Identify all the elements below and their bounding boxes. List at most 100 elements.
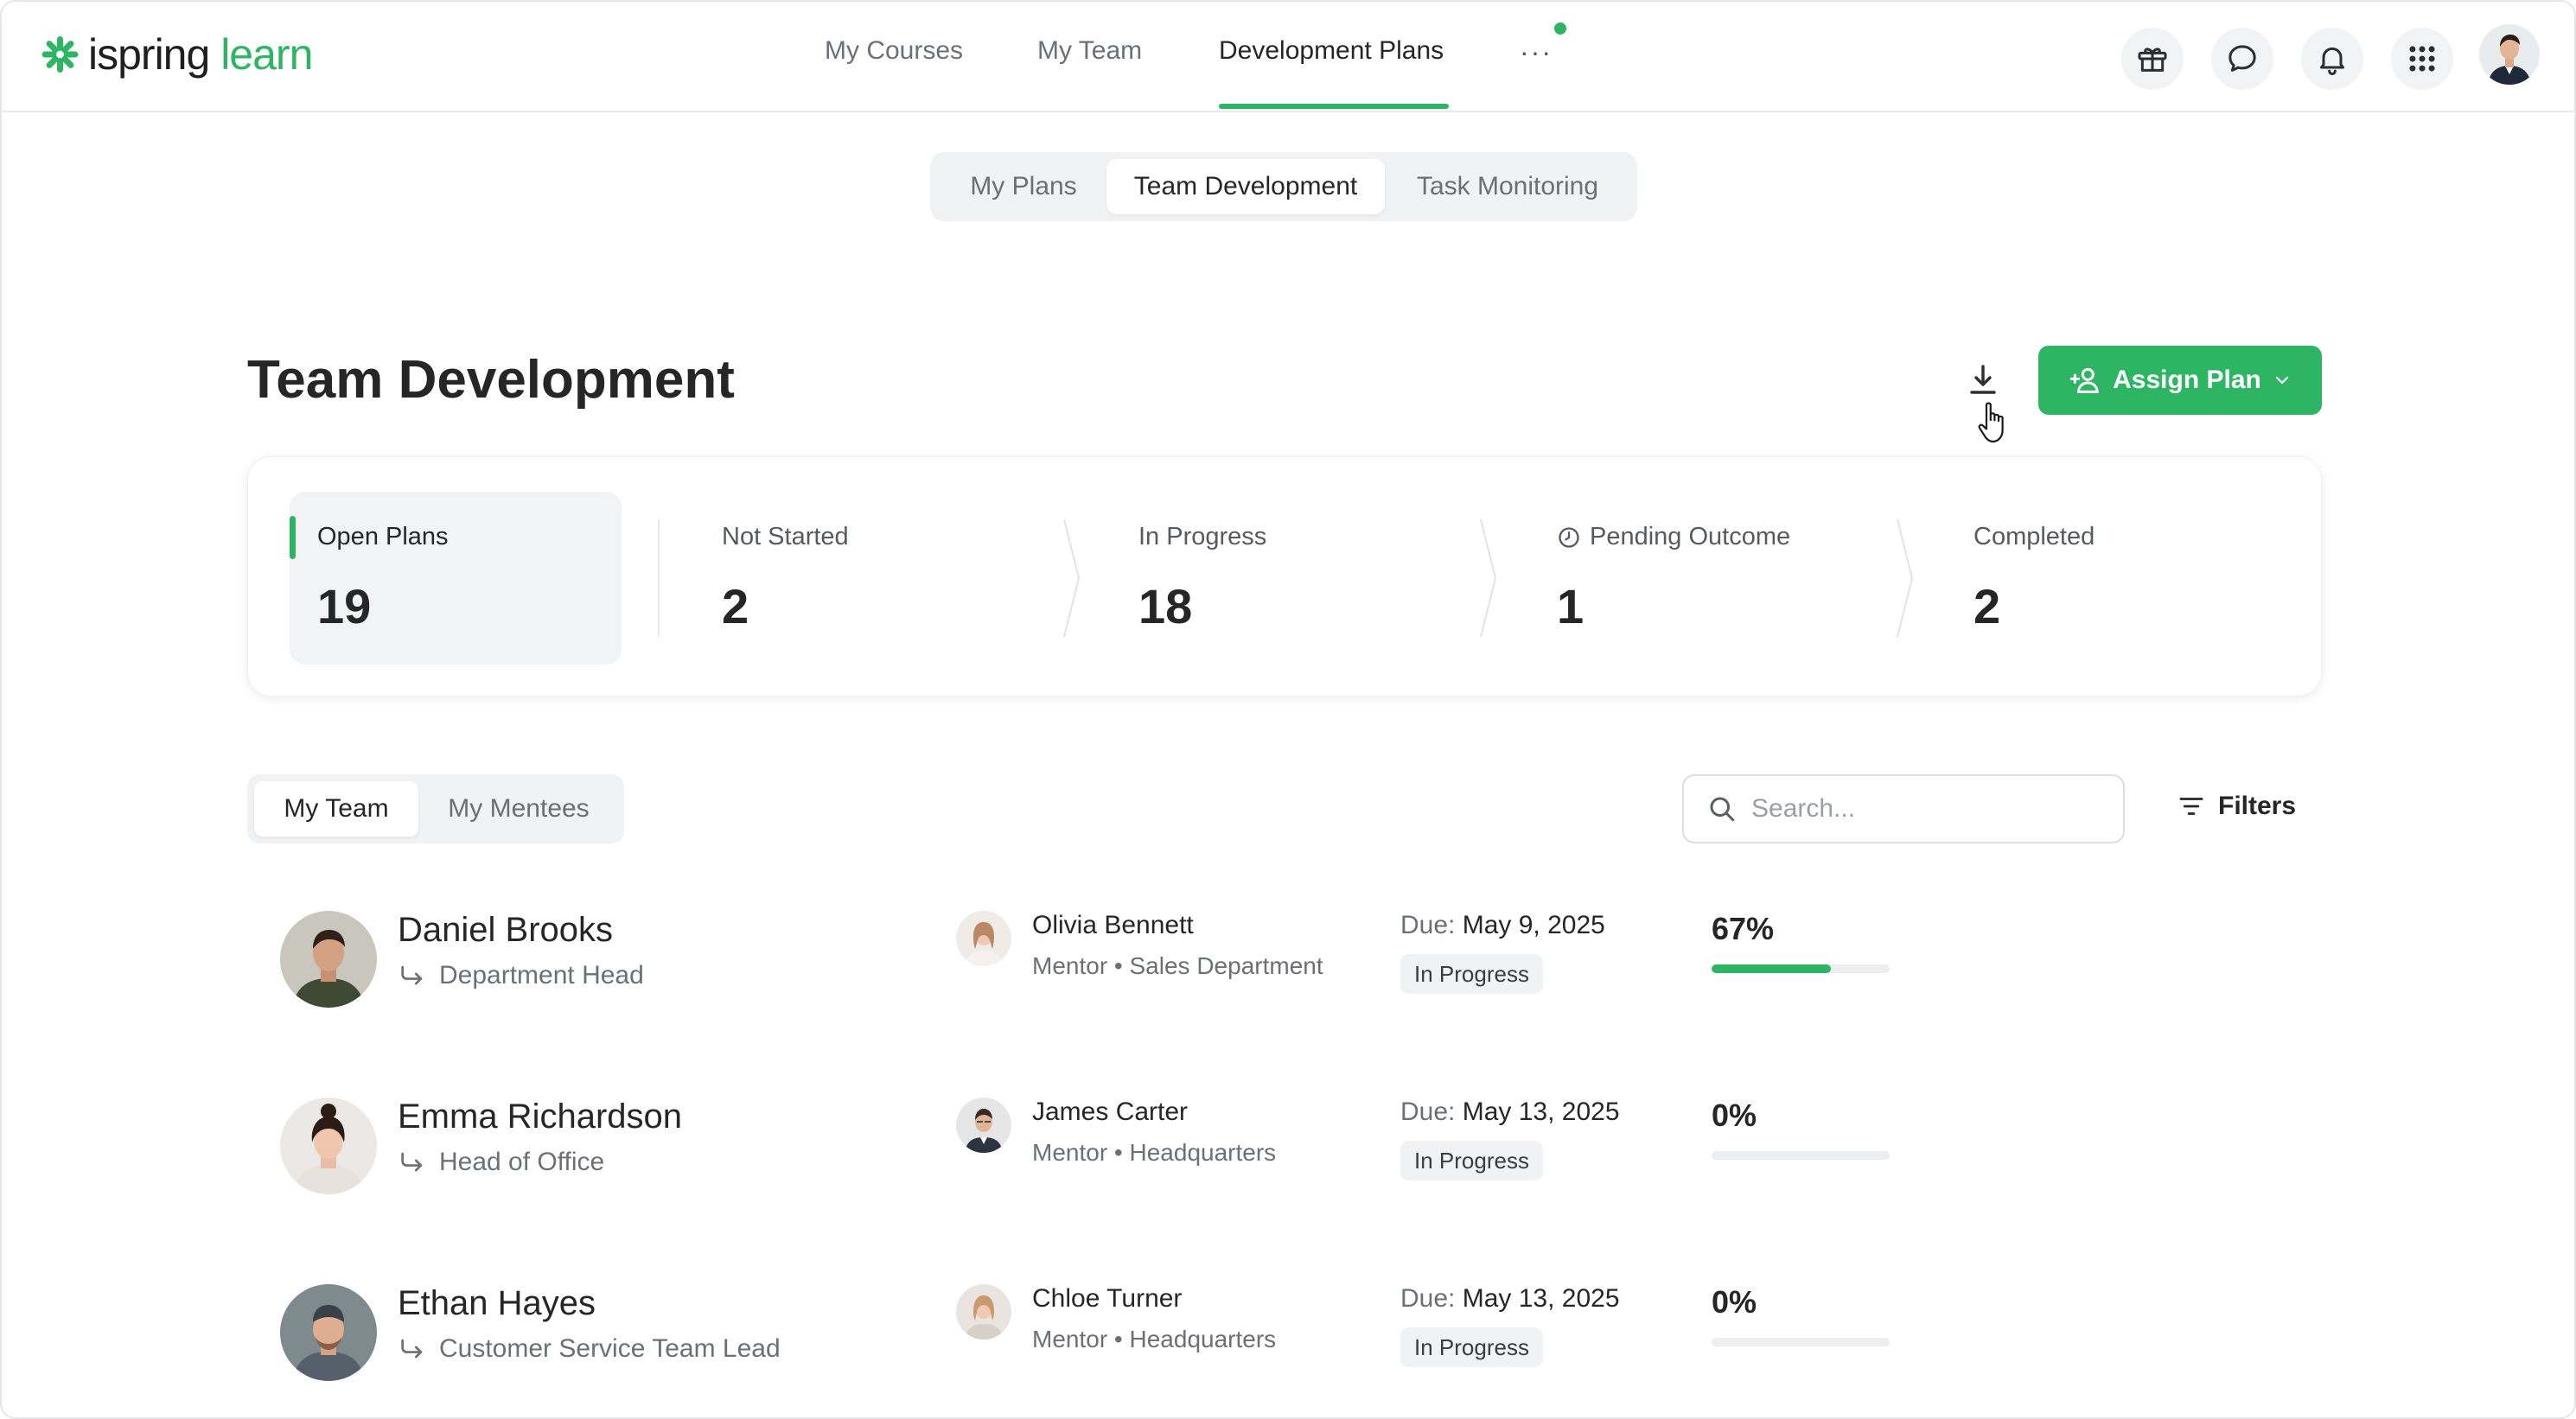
notifications-button[interactable]: [2301, 28, 2363, 90]
due-label: Due:: [1400, 1284, 1456, 1313]
notification-dot: [1554, 22, 1566, 35]
stat-label: Completed: [1973, 523, 2095, 550]
member-name[interactable]: Ethan Hayes: [398, 1284, 596, 1322]
subordinate-arrow-icon: [401, 965, 423, 985]
stat-in-progress[interactable]: In Progress 18: [1138, 492, 1467, 665]
progress-percent: 67%: [1712, 911, 1775, 946]
stat-label: Open Plans: [317, 523, 449, 550]
mentor-details: Mentor • Headquarters: [1032, 1326, 1277, 1352]
gift-button[interactable]: [2121, 28, 2184, 90]
member-avatar: [280, 1098, 377, 1194]
member-name[interactable]: Daniel Brooks: [398, 911, 614, 949]
mentor-avatar: [956, 1098, 1011, 1153]
nav-development-plans[interactable]: Development Plans: [1219, 36, 1444, 65]
stat-value: 2: [1973, 579, 2001, 633]
tab-my-plans[interactable]: My Plans: [970, 172, 1077, 200]
chat-button[interactable]: [2211, 28, 2273, 90]
nav-my-team[interactable]: My Team: [1037, 36, 1143, 65]
user-avatar[interactable]: [2479, 24, 2540, 85]
mentor-details: Mentor • Headquarters: [1032, 1139, 1277, 1166]
divider: [658, 519, 660, 637]
logo-mark-icon: [40, 35, 80, 74]
filters-button[interactable]: Filters: [2177, 792, 2296, 821]
tab-task-monitoring[interactable]: Task Monitoring: [1416, 172, 1599, 200]
due-date: Due: May 13, 2025: [1400, 1098, 1620, 1127]
nav-more-button[interactable]: ···: [1520, 36, 1553, 67]
gift-icon: [2138, 48, 2167, 72]
team-member-row[interactable]: Ethan Hayes Customer Service Team Lead C…: [247, 1277, 2322, 1417]
stat-value: 19: [317, 579, 372, 633]
mentor-name: Olivia Bennett: [1032, 911, 1194, 939]
tab-my-mentees[interactable]: My Mentees: [448, 794, 590, 823]
chevron-down-icon: [2275, 376, 2288, 385]
member-role-text: Department Head: [439, 961, 644, 989]
member-role: Head of Office: [398, 1148, 604, 1177]
filter-icon: [2179, 798, 2203, 815]
tab-team-development[interactable]: Team Development: [1106, 159, 1385, 214]
tab-my-team[interactable]: My Team: [254, 781, 418, 837]
team-member-row[interactable]: Daniel Brooks Department Head Olivia Ben…: [247, 904, 2322, 1068]
stat-value: 1: [1557, 579, 1584, 633]
member-avatar: [280, 1284, 377, 1381]
team-scope-tabs: My Team My Mentees: [247, 774, 624, 843]
stat-label: Pending Outcome: [1557, 523, 1790, 551]
mentor-details: Mentor • Sales Department: [1032, 952, 1323, 979]
mouse-pointer-hand-icon: [1974, 399, 2012, 448]
search-box: [1682, 774, 2125, 843]
ispring-learn-logo[interactable]: ispring learn: [40, 28, 313, 81]
assign-plan-button[interactable]: Assign Plan: [2038, 346, 2322, 415]
stat-pending-outcome[interactable]: Pending Outcome 1: [1557, 492, 1885, 665]
member-name[interactable]: Emma Richardson: [398, 1098, 683, 1136]
member-role: Department Head: [398, 961, 644, 990]
nav-active-underline: [1219, 104, 1449, 109]
stat-not-started[interactable]: Not Started 2: [722, 492, 1050, 665]
stat-label: Not Started: [722, 523, 849, 550]
stat-value: 18: [1138, 579, 1193, 633]
due-date-value: May 9, 2025: [1462, 911, 1605, 939]
plan-status-summary: Open Plans 19 Not Started 2 In Progress …: [247, 456, 2322, 697]
progress-percent: 0%: [1712, 1284, 1757, 1320]
status-badge: In Progress: [1400, 1141, 1543, 1180]
due-date: Due: May 9, 2025: [1400, 911, 1605, 940]
search-input[interactable]: [1751, 794, 2097, 824]
stat-open-plans[interactable]: Open Plans 19: [290, 492, 622, 665]
due-date-value: May 13, 2025: [1462, 1284, 1620, 1313]
chat-icon: [2228, 45, 2256, 72]
chevron-separator-icon: [1480, 519, 1497, 638]
stat-completed[interactable]: Completed 2: [1973, 492, 2302, 665]
mentor-name: Chloe Turner: [1032, 1284, 1183, 1313]
mentor-avatar: [956, 1284, 1011, 1339]
member-role-text: Head of Office: [439, 1148, 605, 1176]
stat-label: In Progress: [1138, 523, 1267, 550]
due-label: Due:: [1400, 1098, 1456, 1126]
chevron-separator-icon: [1897, 519, 1914, 638]
subordinate-arrow-icon: [401, 1339, 423, 1359]
progress-bar: [1712, 1151, 1890, 1160]
progress-bar: [1712, 1338, 1890, 1346]
logo-text: ispring learn: [88, 30, 313, 79]
top-navigation-bar: ispring learn My Courses My Team Develop…: [2, 2, 2574, 112]
subordinate-arrow-icon: [401, 1152, 423, 1172]
apps-grid-icon: [2409, 46, 2435, 72]
search-icon: [1710, 797, 1735, 822]
team-member-row[interactable]: Emma Richardson Head of Office James Car…: [247, 1091, 2322, 1255]
development-plans-tabs: My Plans Team Development Task Monitorin…: [930, 152, 1637, 221]
assign-plan-label: Assign Plan: [2113, 366, 2261, 394]
chevron-separator-icon: [1063, 519, 1081, 638]
stat-value: 2: [722, 579, 749, 633]
add-user-icon: [2069, 367, 2099, 393]
bell-icon: [2320, 47, 2344, 75]
mentor-name: James Carter: [1032, 1098, 1189, 1126]
download-button[interactable]: [1962, 360, 2004, 401]
status-badge: In Progress: [1400, 1327, 1543, 1367]
status-badge: In Progress: [1400, 954, 1543, 994]
apps-button[interactable]: [2391, 28, 2453, 90]
progress-bar: [1712, 964, 1890, 973]
nav-my-courses[interactable]: My Courses: [825, 36, 964, 65]
member-role-text: Customer Service Team Lead: [439, 1334, 781, 1363]
due-date-value: May 13, 2025: [1462, 1098, 1620, 1126]
mentor-avatar: [956, 911, 1011, 966]
due-label: Due:: [1400, 911, 1456, 939]
progress-percent: 0%: [1712, 1098, 1757, 1133]
